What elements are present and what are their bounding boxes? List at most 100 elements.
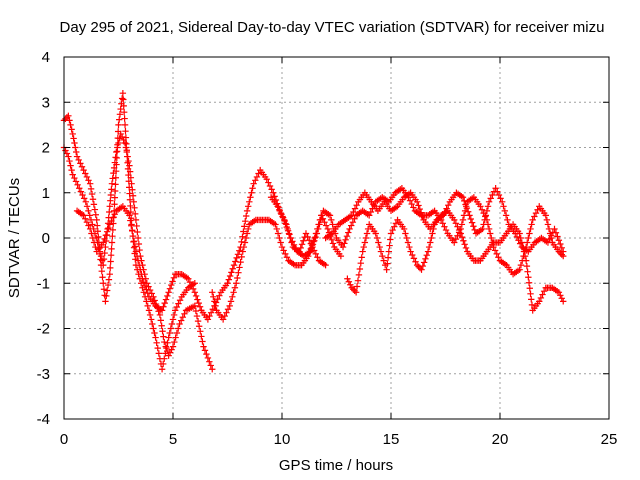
data-point <box>71 139 78 147</box>
data-point <box>354 277 362 284</box>
data-point <box>280 247 287 254</box>
data-point <box>415 202 422 209</box>
data-point <box>404 239 412 246</box>
data-point <box>237 258 244 266</box>
data-point <box>168 320 176 328</box>
data-point <box>241 239 249 246</box>
data-point <box>69 171 76 178</box>
data-point <box>351 215 358 222</box>
data-point <box>77 160 84 167</box>
data-point <box>113 154 121 162</box>
data-point <box>177 317 185 324</box>
data-point <box>246 198 253 205</box>
data-point <box>461 197 468 205</box>
data-point <box>126 212 133 219</box>
data-point <box>71 174 78 182</box>
data-point <box>86 180 94 187</box>
data-point <box>100 261 107 269</box>
data-point <box>466 212 473 219</box>
data-point <box>224 306 232 313</box>
data-point <box>309 241 317 248</box>
data-point <box>536 298 543 305</box>
data-point <box>389 226 396 234</box>
data-point <box>276 234 283 242</box>
data-point <box>110 169 117 177</box>
data-point <box>163 347 171 355</box>
data-point <box>108 239 116 246</box>
data-point <box>224 280 231 287</box>
data-point <box>234 251 242 258</box>
data-point <box>156 311 164 319</box>
data-point <box>317 216 325 224</box>
data-point <box>412 258 419 265</box>
data-point <box>230 289 237 296</box>
data-point <box>353 201 360 209</box>
data-point <box>379 252 386 260</box>
data-point <box>136 246 143 254</box>
data-point <box>245 225 252 233</box>
data-point <box>136 261 143 269</box>
data-point <box>274 203 281 210</box>
y-tick-label: 3 <box>42 94 50 111</box>
data-point <box>494 188 501 195</box>
data-point <box>73 153 81 160</box>
data-point <box>454 223 461 230</box>
data-point <box>219 316 227 323</box>
data-point <box>314 254 321 261</box>
data-point <box>171 338 178 346</box>
data-point <box>194 317 202 325</box>
data-point <box>206 358 213 365</box>
data-point <box>470 223 477 230</box>
data-point <box>116 116 123 123</box>
data-point <box>544 221 552 228</box>
data-point <box>348 212 355 219</box>
data-point <box>477 203 484 210</box>
data-point <box>214 295 221 303</box>
data-point <box>80 212 87 219</box>
data-point <box>528 301 536 309</box>
data-point <box>209 306 216 313</box>
x-tick-label: 20 <box>492 431 509 448</box>
data-point <box>126 190 133 197</box>
data-point <box>103 228 111 235</box>
data-point <box>557 240 564 248</box>
data-point <box>111 194 119 201</box>
data-point <box>284 227 292 234</box>
x-tick-label: 5 <box>169 431 177 448</box>
data-point <box>63 150 71 157</box>
data-point <box>127 208 134 216</box>
data-point <box>90 239 98 246</box>
data-point <box>406 197 414 204</box>
data-point <box>413 198 421 205</box>
data-point <box>416 205 423 213</box>
data-point <box>102 232 110 239</box>
data-point <box>169 278 176 285</box>
data-point <box>172 334 179 341</box>
data-point <box>170 311 178 319</box>
data-point <box>463 204 471 212</box>
data-point <box>120 109 128 116</box>
data-point <box>417 209 425 216</box>
series-track-7 <box>344 207 567 314</box>
data-point <box>108 217 115 225</box>
data-point <box>90 201 98 208</box>
data-point <box>423 251 430 259</box>
data-point <box>322 261 329 269</box>
data-point <box>189 285 197 293</box>
data-point <box>162 296 170 303</box>
data-point <box>304 233 311 241</box>
data-point <box>247 194 254 201</box>
data-point <box>193 312 201 320</box>
data-point <box>502 212 510 219</box>
data-point <box>89 234 96 242</box>
data-point <box>253 173 261 181</box>
data-point <box>100 286 108 293</box>
data-point <box>352 289 360 296</box>
data-point <box>106 208 113 216</box>
data-point <box>524 268 531 275</box>
data-point <box>491 247 499 254</box>
data-point <box>106 221 113 228</box>
data-point <box>120 96 127 103</box>
data-point <box>223 309 230 316</box>
data-point <box>452 220 460 227</box>
